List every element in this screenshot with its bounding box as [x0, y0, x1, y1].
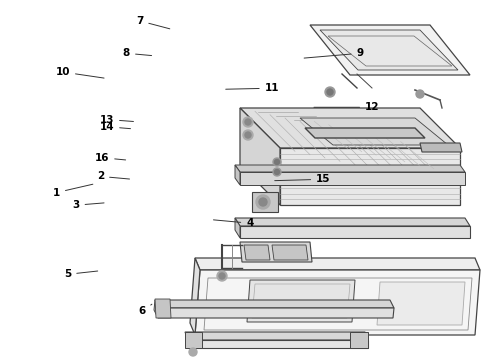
Text: 14: 14: [99, 122, 130, 132]
Text: 3: 3: [73, 200, 104, 210]
Circle shape: [245, 132, 251, 138]
Polygon shape: [280, 148, 460, 205]
Polygon shape: [350, 332, 368, 348]
Polygon shape: [310, 25, 470, 75]
Text: 11: 11: [226, 83, 279, 93]
Text: 8: 8: [123, 48, 151, 58]
Circle shape: [416, 90, 424, 98]
Polygon shape: [155, 299, 171, 318]
Polygon shape: [240, 242, 312, 262]
Circle shape: [273, 158, 281, 166]
Text: 13: 13: [99, 114, 133, 125]
Circle shape: [243, 117, 253, 127]
Polygon shape: [377, 282, 465, 325]
Polygon shape: [235, 165, 240, 185]
Polygon shape: [195, 258, 480, 270]
Circle shape: [259, 198, 267, 206]
Polygon shape: [188, 340, 368, 348]
Polygon shape: [155, 300, 394, 308]
Circle shape: [325, 87, 335, 97]
Polygon shape: [247, 280, 355, 322]
Polygon shape: [185, 332, 202, 348]
Polygon shape: [240, 108, 460, 148]
Polygon shape: [244, 245, 270, 260]
Polygon shape: [195, 270, 480, 335]
Polygon shape: [235, 218, 240, 238]
Circle shape: [245, 119, 251, 125]
Polygon shape: [154, 300, 159, 318]
Text: 4: 4: [214, 218, 254, 228]
Polygon shape: [235, 218, 470, 226]
Text: 5: 5: [64, 269, 98, 279]
Text: 12: 12: [314, 102, 380, 112]
Text: 10: 10: [55, 67, 104, 78]
Circle shape: [274, 159, 279, 165]
Text: 7: 7: [136, 16, 170, 29]
Polygon shape: [158, 308, 394, 318]
Circle shape: [273, 168, 281, 176]
Circle shape: [217, 271, 227, 281]
Text: 15: 15: [275, 174, 331, 184]
Polygon shape: [320, 30, 458, 70]
Polygon shape: [300, 118, 448, 145]
Circle shape: [327, 89, 333, 95]
Polygon shape: [240, 108, 280, 205]
Text: 16: 16: [95, 153, 125, 163]
Circle shape: [219, 273, 225, 279]
Text: 2: 2: [97, 171, 129, 181]
Circle shape: [274, 170, 279, 175]
Circle shape: [243, 130, 253, 140]
Polygon shape: [305, 128, 425, 138]
Polygon shape: [240, 226, 470, 238]
Polygon shape: [272, 245, 308, 260]
Polygon shape: [190, 258, 200, 335]
Circle shape: [256, 195, 270, 209]
Polygon shape: [235, 165, 465, 172]
Polygon shape: [420, 143, 462, 152]
Polygon shape: [185, 332, 368, 340]
Text: 1: 1: [53, 184, 93, 198]
Polygon shape: [240, 172, 465, 185]
Text: 9: 9: [304, 48, 364, 58]
Circle shape: [189, 348, 197, 356]
Polygon shape: [252, 192, 278, 212]
Text: 6: 6: [139, 304, 152, 316]
